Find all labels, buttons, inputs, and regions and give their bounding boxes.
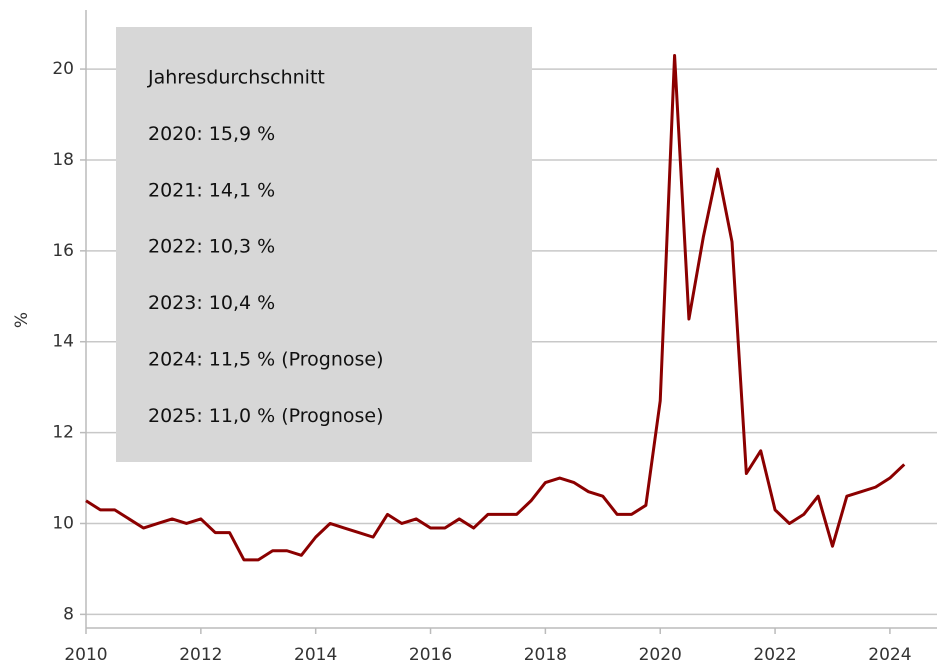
annotation-text: 2022: 10,3 % bbox=[148, 236, 275, 258]
x-tick-label: 2020 bbox=[639, 645, 682, 665]
y-tick-label: 8 bbox=[63, 604, 74, 624]
x-tick-label: 2010 bbox=[64, 645, 107, 665]
x-tick-label: 2024 bbox=[868, 645, 911, 665]
y-tick-label: 12 bbox=[52, 423, 74, 443]
y-tick-label: 10 bbox=[52, 513, 74, 533]
x-tick-label: 2022 bbox=[753, 645, 796, 665]
x-tick-label: 2012 bbox=[179, 645, 222, 665]
data-line bbox=[85, 53, 906, 562]
y-tick-label: 18 bbox=[52, 150, 74, 170]
annotation-box bbox=[116, 27, 532, 462]
y-tick-label: 14 bbox=[52, 332, 74, 352]
y-tick-label: 20 bbox=[52, 59, 74, 79]
x-tick-label: 2016 bbox=[409, 645, 452, 665]
annotation-text: 2021: 14,1 % bbox=[148, 179, 275, 201]
y-tick-label: 16 bbox=[52, 241, 74, 261]
annotation-text: Jahresdurchschnitt bbox=[147, 67, 325, 89]
annotation-text: 2025: 11,0 % (Prognose) bbox=[148, 405, 384, 427]
y-axis-label: % bbox=[12, 312, 32, 328]
annotation-text: 2024: 11,5 % (Prognose) bbox=[148, 349, 384, 371]
annotation-text: 2023: 10,4 % bbox=[148, 292, 275, 314]
annotation-text: 2020: 15,9 % bbox=[148, 123, 275, 145]
x-tick-label: 2014 bbox=[294, 645, 337, 665]
x-tick-label: 2018 bbox=[524, 645, 567, 665]
